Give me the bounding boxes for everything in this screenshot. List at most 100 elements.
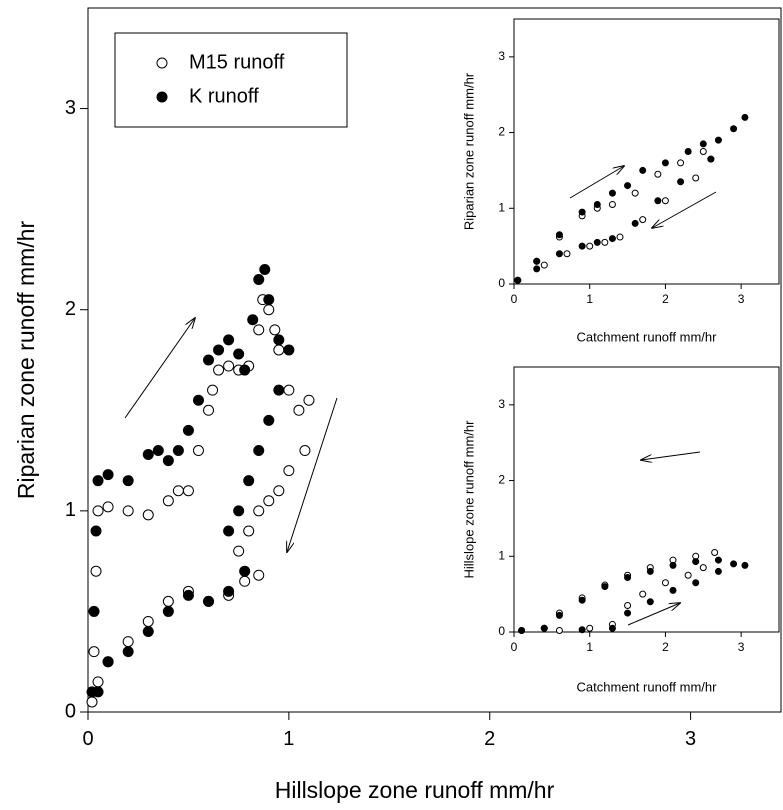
point (223, 585, 235, 597)
point (283, 344, 295, 356)
point (142, 615, 154, 627)
x-axis-label: Catchment runoff mm/hr (577, 329, 718, 344)
point (677, 159, 685, 167)
x-tick-label: 0 (82, 728, 93, 750)
point (555, 250, 563, 258)
point (142, 449, 154, 461)
point (540, 624, 548, 632)
point (608, 189, 616, 197)
point (92, 505, 104, 517)
point (533, 257, 541, 265)
y-tick-label: 0 (498, 624, 505, 638)
point (563, 250, 571, 258)
point (518, 626, 526, 634)
x-tick-label: 2 (662, 640, 669, 654)
point (88, 605, 100, 617)
point (233, 505, 245, 517)
y-tick-label: 1 (498, 548, 505, 562)
point (192, 445, 204, 457)
point (182, 424, 194, 436)
y-tick-label: 1 (65, 499, 76, 521)
x-axis-label: Catchment runoff mm/hr (577, 679, 718, 694)
y-axis-label: Riparian zone runoff mm/hr (461, 72, 476, 230)
x-tick-label: 1 (283, 728, 294, 750)
x-tick-label: 2 (484, 728, 495, 750)
point (263, 495, 275, 507)
y-tick-label: 0 (498, 276, 505, 290)
arrow (287, 397, 338, 552)
point (661, 579, 669, 587)
point (203, 595, 215, 607)
point (699, 140, 707, 148)
y-axis-label: Hillslope zone runoff mm/hr (461, 420, 476, 579)
point (253, 569, 265, 581)
point (122, 646, 134, 658)
arrow (569, 166, 624, 199)
x-tick-label: 0 (511, 292, 518, 306)
y-tick-label: 2 (498, 473, 505, 487)
point (555, 626, 563, 634)
point (654, 197, 662, 205)
y-tick-label: 2 (498, 125, 505, 139)
point (624, 602, 632, 609)
point (90, 565, 102, 577)
point (223, 360, 235, 372)
point (593, 238, 601, 246)
x-tick-label: 1 (586, 292, 593, 306)
point (142, 509, 154, 521)
point (714, 556, 722, 564)
point (692, 579, 700, 587)
point (555, 231, 563, 239)
point (608, 624, 616, 632)
point (514, 276, 522, 284)
point (661, 197, 669, 205)
point (578, 208, 586, 216)
point (253, 445, 265, 457)
point (692, 558, 700, 566)
x-tick-label: 3 (738, 292, 745, 306)
point (253, 324, 265, 336)
point (692, 174, 700, 182)
point (182, 485, 194, 497)
point (684, 571, 692, 579)
plot-frame (87, 7, 782, 713)
x-axis-label: Hillslope zone runoff mm/hr (275, 777, 555, 803)
point (669, 586, 677, 594)
point (92, 676, 104, 688)
point (102, 469, 114, 481)
point (714, 136, 722, 144)
point (182, 589, 194, 601)
point (283, 384, 295, 396)
point (711, 549, 719, 556)
point (142, 626, 154, 638)
arrow (124, 318, 195, 419)
legend-label: M15 runoff (189, 51, 285, 73)
plot-frame (513, 366, 780, 633)
point (578, 242, 586, 250)
y-tick-label: 1 (498, 200, 505, 214)
point (102, 501, 114, 513)
point (223, 334, 235, 346)
point (624, 573, 632, 581)
point (263, 304, 275, 316)
point (303, 394, 315, 406)
point (92, 475, 104, 487)
point (90, 525, 102, 537)
point (203, 354, 215, 366)
point (601, 583, 609, 591)
point (646, 567, 654, 575)
legend-label: K runoff (189, 85, 259, 107)
point (239, 575, 251, 587)
point (741, 113, 749, 121)
point (730, 125, 738, 133)
point (152, 445, 164, 457)
point (714, 567, 722, 575)
point (616, 233, 624, 241)
plot-frame (513, 18, 780, 285)
point (162, 605, 174, 617)
point (273, 334, 285, 346)
x-tick-label: 0 (511, 640, 518, 654)
point (639, 166, 647, 174)
point (273, 384, 285, 396)
